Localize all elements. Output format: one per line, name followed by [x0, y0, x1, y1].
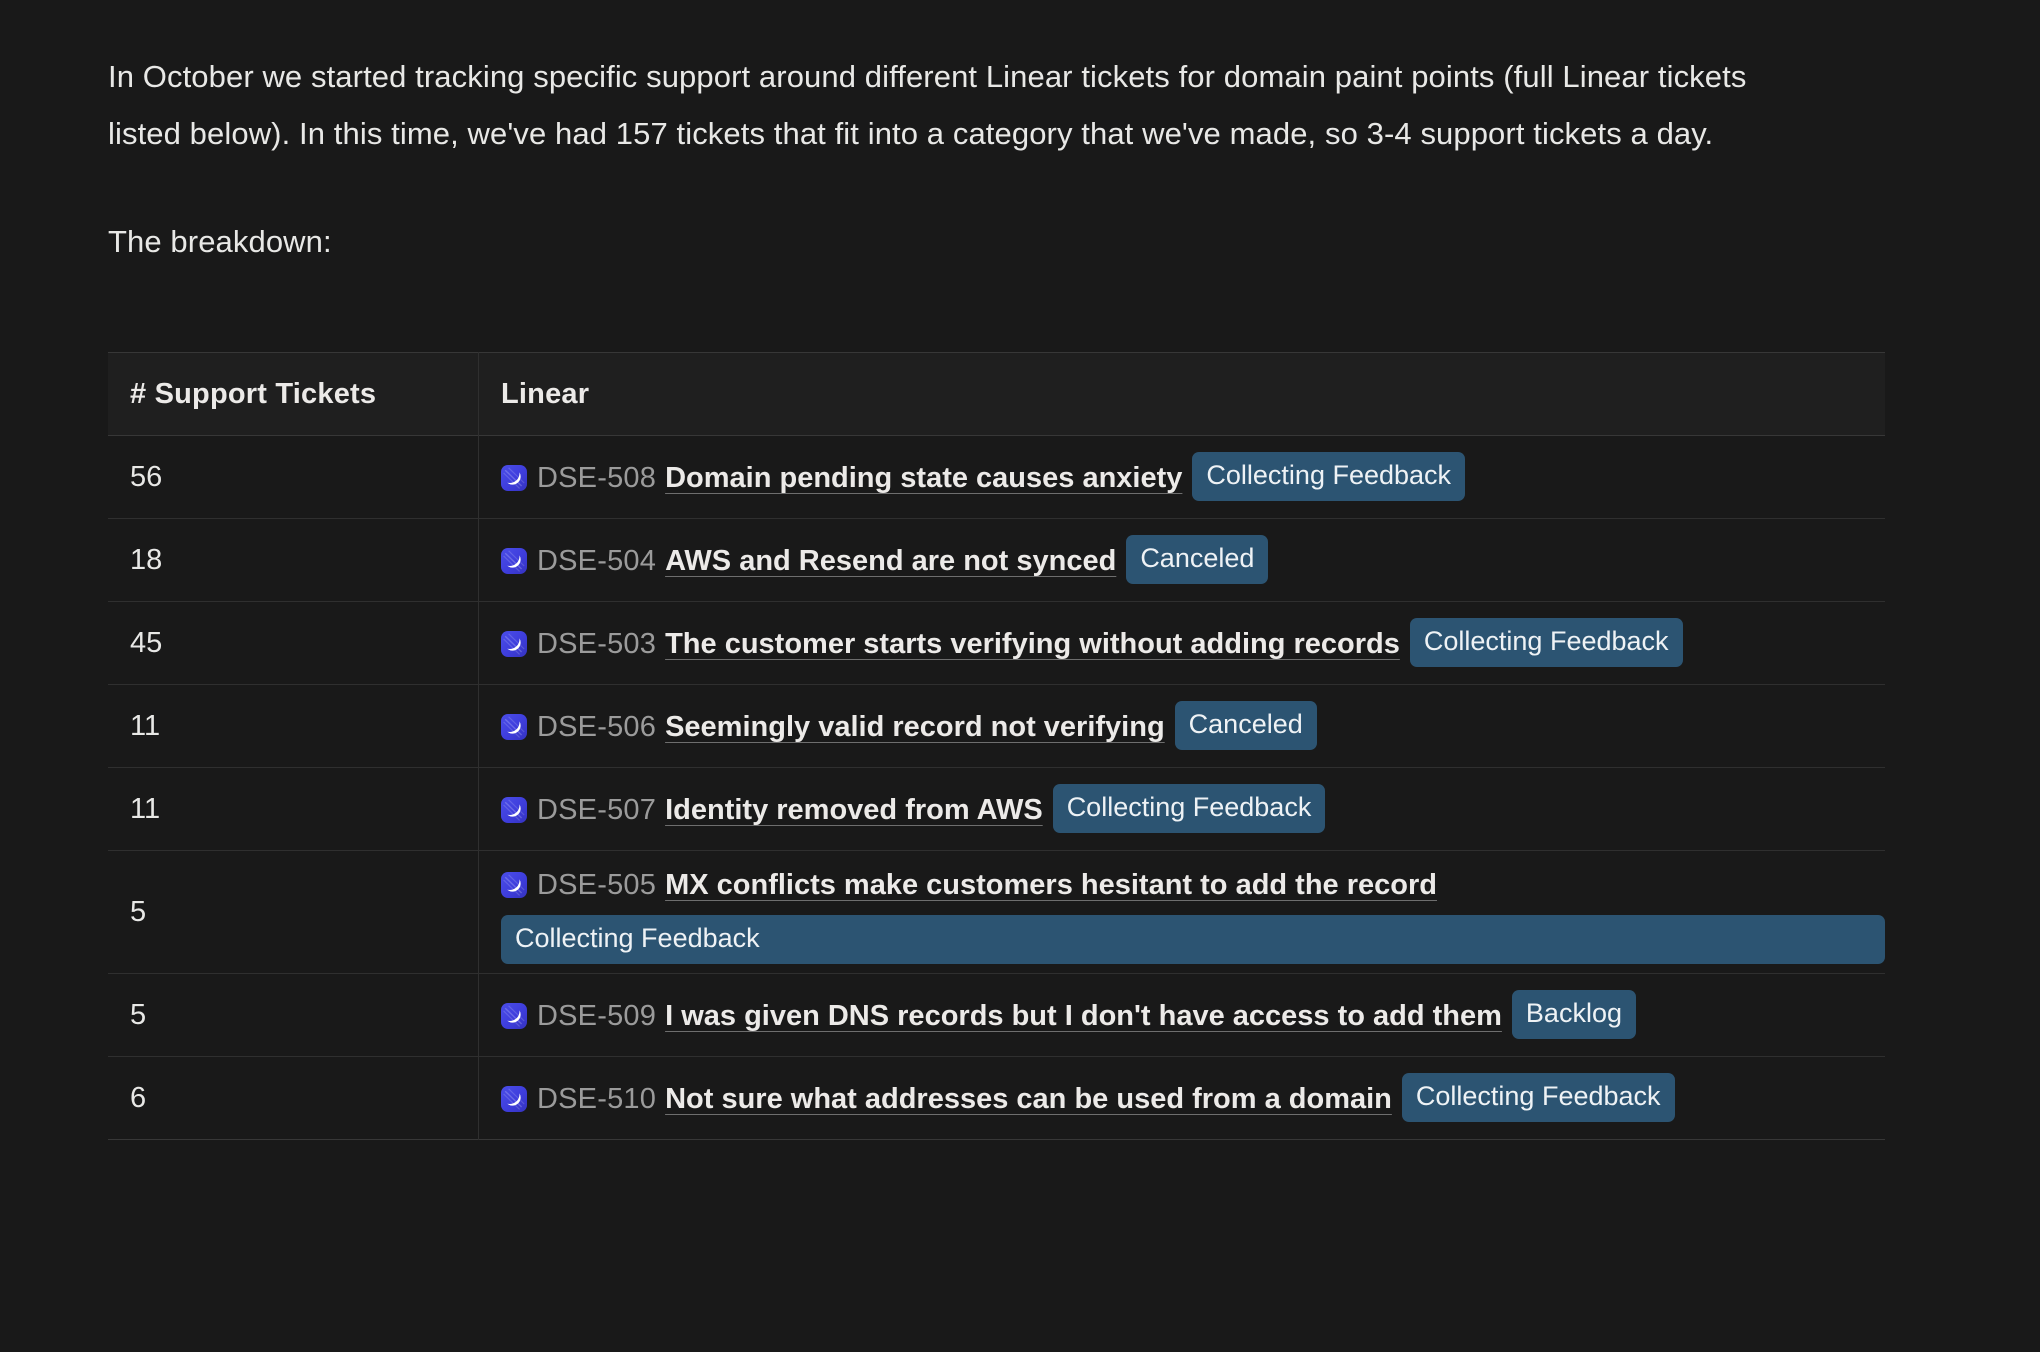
- ticket-title[interactable]: MX conflicts make customers hesitant to …: [665, 868, 1437, 901]
- ticket-id: DSE-507: [537, 794, 657, 826]
- ticket-id: DSE-504: [537, 545, 657, 577]
- linear-issue-icon: [501, 1086, 527, 1112]
- linear-ticket-mention[interactable]: DSE-508 Domain pending state causes anxie…: [501, 452, 1885, 502]
- ticket-title[interactable]: The customer starts verifying without ad…: [665, 628, 1400, 660]
- cell-linear-ticket: DSE-510 Not sure what addresses can be us…: [479, 1057, 1886, 1140]
- ticket-id: DSE-506: [537, 711, 657, 743]
- ticket-title[interactable]: Not sure what addresses can be used from…: [665, 1083, 1392, 1115]
- status-badge: Collecting Feedback: [1052, 784, 1326, 833]
- status-badge: Collecting Feedback: [1409, 618, 1683, 667]
- status-badge: Collecting Feedback: [1401, 1073, 1675, 1122]
- linear-ticket-mention[interactable]: DSE-503 The customer starts verifying wit…: [501, 618, 1885, 668]
- table-row: 5 DSE-509 I was given DNS records but I do…: [108, 973, 1886, 1057]
- cell-linear-ticket: DSE-509 I was given DNS records but I don…: [479, 974, 1886, 1057]
- cell-support-ticket-count: 6: [108, 1056, 479, 1140]
- status-badge: Backlog: [1511, 990, 1636, 1039]
- ticket-title[interactable]: AWS and Resend are not synced: [665, 545, 1117, 577]
- status-badge: Collecting Feedback: [1192, 452, 1466, 501]
- linear-ticket-mention[interactable]: DSE-510 Not sure what addresses can be us…: [501, 1073, 1885, 1123]
- table-header-row: # Support Tickets Linear: [108, 352, 1885, 436]
- linear-issue-icon: [501, 871, 527, 898]
- linear-issue-icon: [501, 1003, 527, 1029]
- cell-linear-ticket: DSE-503 The customer starts verifying wit…: [479, 602, 1886, 685]
- ticket-title[interactable]: I was given DNS records but I don't have…: [665, 1000, 1502, 1032]
- linear-issue-icon: [501, 797, 527, 823]
- cell-support-ticket-count: 45: [108, 601, 479, 685]
- ticket-id: DSE-509: [537, 1000, 657, 1032]
- linear-ticket-mention[interactable]: DSE-509 I was given DNS records but I don…: [501, 990, 1885, 1040]
- table-row: 45 DSE-503 The customer starts verifying w…: [108, 601, 1886, 685]
- linear-ticket-mention[interactable]: DSE-505 MX conflicts make customers hesit…: [501, 861, 1885, 964]
- table-header: # Support Tickets Linear: [108, 352, 1885, 436]
- cell-support-ticket-count: 5: [108, 973, 479, 1057]
- status-badge: Canceled: [1174, 701, 1317, 750]
- linear-ticket-mention[interactable]: DSE-506 Seemingly valid record not verify…: [501, 701, 1885, 751]
- ticket-title[interactable]: Identity removed from AWS: [665, 794, 1043, 826]
- linear-ticket-mention[interactable]: DSE-507 Identity removed from AWS Collecti…: [501, 784, 1885, 834]
- ticket-table: # Support Tickets Linear 56 DSE-508 Domain…: [108, 352, 1885, 1140]
- table-row: 11 DSE-506 Seemingly valid record not veri…: [108, 684, 1886, 768]
- ticket-title[interactable]: Domain pending state causes anxiety: [665, 462, 1183, 494]
- ticket-id: DSE-505: [537, 868, 657, 901]
- ticket-title[interactable]: Seemingly valid record not verifying: [665, 711, 1165, 743]
- status-badge: Collecting Feedback: [501, 914, 1885, 964]
- cell-support-ticket-count: 18: [108, 518, 479, 602]
- ticket-table-wrapper: # Support Tickets Linear 56 DSE-508 Domain…: [108, 352, 1885, 1140]
- status-badge: Canceled: [1126, 535, 1269, 584]
- cell-linear-ticket: DSE-506 Seemingly valid record not verify…: [479, 685, 1886, 768]
- linear-issue-icon: [501, 631, 527, 657]
- table-row: 5 DSE-505 MX conflicts make customers hesi…: [108, 850, 1885, 974]
- cell-support-ticket-count: 11: [108, 767, 479, 851]
- cell-support-ticket-count: 11: [108, 684, 479, 768]
- cell-linear-ticket: DSE-508 Domain pending state causes anxie…: [479, 436, 1886, 519]
- cell-linear-ticket: DSE-507 Identity removed from AWS Collecti…: [479, 768, 1886, 851]
- table-row: 11 DSE-507 Identity removed from AWS Collec…: [108, 767, 1886, 851]
- table-row: 6 DSE-510 Not sure what addresses can be u…: [108, 1056, 1886, 1140]
- ticket-id: DSE-508: [537, 462, 657, 494]
- cell-support-ticket-count: 5: [108, 850, 479, 974]
- cell-support-ticket-count: 56: [108, 435, 479, 519]
- ticket-id: DSE-503: [537, 628, 657, 660]
- column-header-support-tickets: # Support Tickets: [108, 352, 479, 436]
- ticket-id: DSE-510: [537, 1083, 657, 1115]
- breakdown-label: The breakdown:: [108, 224, 332, 259]
- table-row: 56 DSE-508 Domain pending state causes anx…: [108, 435, 1886, 519]
- column-header-linear: Linear: [478, 352, 1885, 436]
- linear-issue-icon: [501, 465, 527, 491]
- intro-paragraph: In October we started tracking specific …: [108, 59, 1747, 151]
- linear-ticket-mention[interactable]: DSE-504 AWS and Resend are not synced Canc…: [501, 535, 1885, 585]
- paragraph-spacer: [108, 162, 2040, 220]
- cell-linear-ticket: DSE-504 AWS and Resend are not synced Canc…: [479, 519, 1886, 602]
- table-row: 18 DSE-504 AWS and Resend are not synced Ca…: [108, 518, 1886, 602]
- linear-issue-icon: [501, 548, 527, 574]
- cell-linear-ticket: DSE-505 MX conflicts make customers hesit…: [479, 851, 1885, 974]
- linear-issue-icon: [501, 714, 527, 740]
- table-body: 56 DSE-508 Domain pending state causes anx…: [108, 435, 1886, 1140]
